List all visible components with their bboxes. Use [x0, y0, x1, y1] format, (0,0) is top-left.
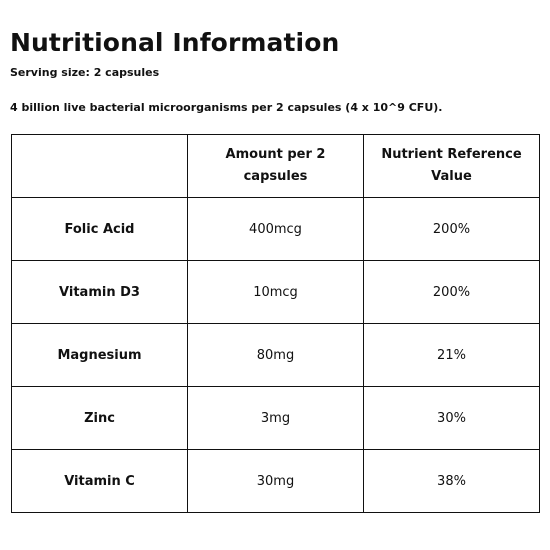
header-nutrient: [11, 134, 188, 198]
page-title: Nutritional Information: [10, 28, 340, 57]
nutrient-name: Folic Acid: [11, 197, 188, 261]
nutrient-amount: 30mg: [187, 449, 364, 513]
table-header-row: Amount per 2 capsules Nutrient Reference…: [11, 134, 540, 198]
nutrient-amount: 3mg: [187, 386, 364, 450]
header-amount: Amount per 2 capsules: [187, 134, 364, 198]
nutrient-nrv: 21%: [363, 323, 540, 387]
nutrition-table: Amount per 2 capsules Nutrient Reference…: [11, 134, 540, 513]
nutrient-nrv: 30%: [363, 386, 540, 450]
nutrient-name: Vitamin D3: [11, 260, 188, 324]
table-row: Magnesium 80mg 21%: [11, 323, 540, 387]
header-nrv: Nutrient Reference Value: [363, 134, 540, 198]
serving-size-text: Serving size: 2 capsules: [10, 66, 160, 79]
nutrient-amount: 80mg: [187, 323, 364, 387]
nutrient-nrv: 200%: [363, 197, 540, 261]
nutrient-nrv: 200%: [363, 260, 540, 324]
nutrient-amount: 10mcg: [187, 260, 364, 324]
nutrient-amount: 400mcg: [187, 197, 364, 261]
nutrient-name: Vitamin C: [11, 449, 188, 513]
nutrient-name: Zinc: [11, 386, 188, 450]
table-row: Vitamin D3 10mcg 200%: [11, 260, 540, 324]
nutrient-nrv: 38%: [363, 449, 540, 513]
nutrient-name: Magnesium: [11, 323, 188, 387]
table-row: Folic Acid 400mcg 200%: [11, 197, 540, 261]
table-row: Vitamin C 30mg 38%: [11, 449, 540, 513]
bacteria-note-text: 4 billion live bacterial microorganisms …: [10, 101, 443, 114]
table-row: Zinc 3mg 30%: [11, 386, 540, 450]
